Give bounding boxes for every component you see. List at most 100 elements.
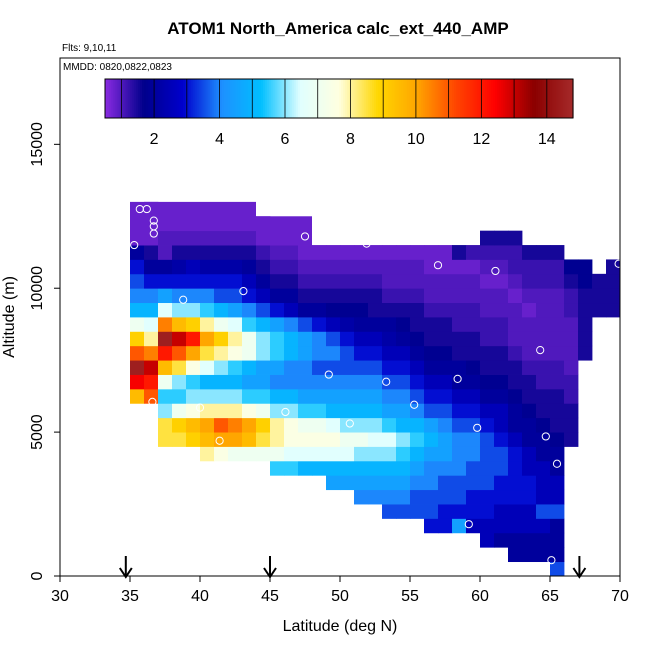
heatmap-cell <box>592 302 607 318</box>
colorbar-swatch <box>444 79 447 118</box>
colorbar-swatch <box>151 79 155 118</box>
heatmap-cell <box>410 273 425 289</box>
colorbar-swatch <box>491 79 494 118</box>
colorbar-swatch <box>350 79 354 118</box>
heatmap-cell <box>424 432 439 447</box>
colorbar-swatch <box>171 79 174 118</box>
heatmap-cell <box>424 345 439 361</box>
heatmap-cell <box>522 446 537 462</box>
heatmap-cell <box>466 417 481 433</box>
heatmap-cell <box>480 432 495 447</box>
colorbar-swatch <box>405 79 408 118</box>
heatmap-cell <box>438 446 453 462</box>
heatmap-cell <box>382 432 397 447</box>
heatmap-cell <box>480 245 495 260</box>
heatmap-cell <box>326 360 341 375</box>
colorbar-tick-label: 10 <box>407 131 425 148</box>
heatmap-cell <box>242 446 257 462</box>
colorbar-swatch <box>442 79 445 118</box>
colorbar-swatch <box>424 79 428 118</box>
heatmap-cell <box>578 331 593 347</box>
colorbar-swatch <box>284 79 287 118</box>
colorbar-swatch <box>183 79 186 118</box>
colorbar-swatch <box>506 79 510 118</box>
heatmap-cell <box>508 532 523 548</box>
heatmap-cell <box>312 374 327 390</box>
heatmap-cell <box>508 259 523 275</box>
heatmap-cell <box>312 331 327 347</box>
heatmap-cell <box>480 345 495 361</box>
colorbar-swatch <box>194 79 198 118</box>
heatmap-cell <box>550 345 565 361</box>
dates-label: MMDD: 0820,0822,0823 <box>63 62 172 73</box>
heatmap-cell <box>522 245 537 260</box>
colorbar-swatch <box>163 79 167 118</box>
colorbar-swatch <box>549 79 553 118</box>
heatmap-cell <box>466 460 481 476</box>
heatmap-cell <box>326 446 341 462</box>
colorbar-swatch <box>401 79 404 118</box>
colorbar-swatch <box>136 79 139 118</box>
colorbar-swatch <box>134 79 137 118</box>
heatmap-cell <box>368 259 383 275</box>
heatmap-cell <box>256 345 271 361</box>
heatmap-cell <box>382 288 397 304</box>
colorbar-swatch <box>413 79 416 118</box>
colorbar-swatch <box>440 79 443 118</box>
heatmap-cell <box>270 374 285 390</box>
heatmap-cell <box>270 245 285 260</box>
heatmap-cell <box>368 489 383 505</box>
heatmap-cell <box>536 374 551 390</box>
heatmap-cell <box>186 360 201 375</box>
heatmap-cell <box>172 302 187 318</box>
colorbar-swatch <box>282 79 285 118</box>
heatmap-cell <box>130 259 145 275</box>
heatmap-cell <box>130 345 145 361</box>
heatmap-cell <box>592 288 607 304</box>
heatmap-cell <box>144 245 159 260</box>
heatmap-cell <box>522 345 537 361</box>
heatmap-cell <box>480 460 495 476</box>
colorbar-swatch <box>114 79 118 118</box>
heatmap-cell <box>424 360 439 375</box>
heatmap-cell <box>536 360 551 375</box>
heatmap-cell <box>172 331 187 347</box>
colorbar-swatch <box>563 79 566 118</box>
heatmap-cell <box>550 302 565 318</box>
heatmap-cell <box>424 475 439 491</box>
colorbar-swatch <box>206 79 209 118</box>
heatmap-cell <box>494 374 509 390</box>
flight-point <box>453 374 462 383</box>
colorbar-swatch <box>155 79 159 118</box>
colorbar-swatch <box>526 79 529 118</box>
heatmap-cell <box>228 388 243 404</box>
colorbar-swatch <box>264 79 268 118</box>
heatmap-cell <box>172 273 187 289</box>
colorbar-swatch <box>528 79 531 118</box>
heatmap-cell <box>494 489 509 505</box>
colorbar-swatch <box>364 79 367 118</box>
colorbar-swatch <box>198 79 202 118</box>
heatmap-cell <box>354 388 369 404</box>
heatmap-cell <box>214 317 229 332</box>
colorbar-swatch <box>553 79 557 118</box>
heatmap-cell <box>522 432 537 447</box>
heatmap-cell <box>228 302 243 318</box>
colorbar-swatch <box>485 79 488 118</box>
colorbar-swatch <box>502 79 506 118</box>
heatmap-cell <box>354 432 369 447</box>
heatmap-cell <box>200 245 215 260</box>
colorbar-swatch <box>181 79 184 118</box>
colorbar-swatch <box>356 79 360 118</box>
heatmap-cell <box>550 518 565 534</box>
colorbar-swatch <box>467 79 471 118</box>
heatmap-cell <box>284 432 299 447</box>
heatmap-cell <box>256 331 271 347</box>
colorbar-swatch <box>110 79 114 118</box>
colorbar-swatch <box>276 79 280 118</box>
heatmap-cell <box>354 489 369 505</box>
colorbar-swatch <box>317 79 321 118</box>
heatmap-cell <box>452 417 467 433</box>
flights-label: Flts: 9,10,11 <box>62 43 117 54</box>
heatmap-cell <box>466 518 481 534</box>
